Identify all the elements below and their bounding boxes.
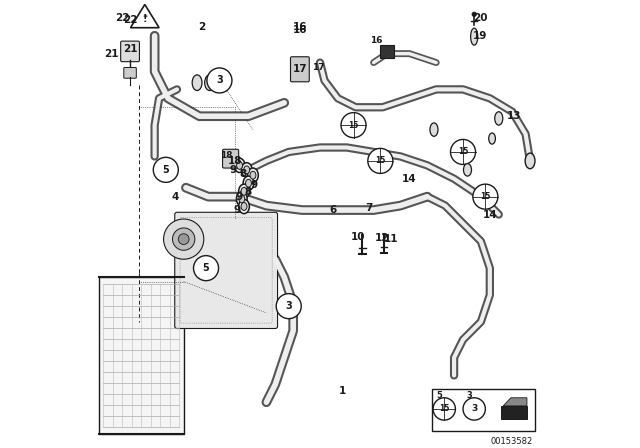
- Text: 4: 4: [171, 192, 179, 202]
- Text: 16: 16: [370, 36, 382, 45]
- Circle shape: [154, 157, 179, 182]
- FancyBboxPatch shape: [223, 149, 239, 168]
- Text: 22: 22: [115, 13, 129, 23]
- Ellipse shape: [243, 176, 254, 190]
- Text: 16: 16: [292, 22, 307, 32]
- Text: 15: 15: [439, 405, 449, 414]
- Text: 9: 9: [250, 181, 257, 190]
- Text: 9: 9: [229, 165, 236, 175]
- Text: 3: 3: [467, 391, 472, 400]
- Text: 5: 5: [436, 391, 442, 400]
- Circle shape: [193, 256, 218, 281]
- Text: !: !: [143, 14, 147, 24]
- Ellipse shape: [495, 112, 503, 125]
- Ellipse shape: [430, 123, 438, 136]
- Text: 3: 3: [216, 75, 223, 86]
- Ellipse shape: [237, 161, 243, 169]
- Text: 00153582: 00153582: [490, 437, 532, 446]
- Text: 12: 12: [374, 233, 389, 243]
- Text: 17: 17: [292, 64, 307, 74]
- Ellipse shape: [205, 75, 214, 90]
- Text: 15: 15: [458, 147, 468, 156]
- Text: 21: 21: [104, 49, 119, 59]
- Text: 9: 9: [234, 205, 241, 215]
- Polygon shape: [503, 398, 527, 406]
- Text: 3: 3: [471, 405, 477, 414]
- Ellipse shape: [239, 184, 250, 198]
- Ellipse shape: [463, 164, 472, 176]
- FancyBboxPatch shape: [175, 212, 278, 328]
- Ellipse shape: [525, 153, 535, 169]
- Text: 14: 14: [402, 174, 417, 184]
- Ellipse shape: [248, 168, 259, 182]
- Text: 13: 13: [507, 111, 522, 121]
- Text: 11: 11: [384, 234, 399, 244]
- FancyBboxPatch shape: [124, 68, 136, 78]
- Text: 8: 8: [239, 169, 247, 179]
- Text: 9: 9: [236, 192, 243, 202]
- Circle shape: [341, 112, 366, 138]
- FancyBboxPatch shape: [380, 45, 394, 58]
- Text: 18: 18: [220, 151, 232, 160]
- Text: 15: 15: [480, 192, 490, 201]
- Circle shape: [433, 398, 456, 420]
- Ellipse shape: [489, 133, 495, 144]
- Circle shape: [463, 398, 485, 420]
- Circle shape: [451, 139, 476, 164]
- Text: 10: 10: [351, 232, 365, 242]
- FancyBboxPatch shape: [432, 389, 534, 431]
- FancyBboxPatch shape: [99, 277, 184, 434]
- Ellipse shape: [234, 158, 245, 172]
- Text: 1: 1: [339, 386, 346, 396]
- FancyBboxPatch shape: [121, 41, 140, 62]
- Ellipse shape: [246, 179, 252, 187]
- Circle shape: [472, 12, 476, 17]
- Text: 3: 3: [285, 301, 292, 311]
- Text: 18: 18: [228, 156, 243, 166]
- Ellipse shape: [241, 187, 247, 195]
- Ellipse shape: [239, 195, 244, 203]
- Circle shape: [473, 184, 498, 209]
- Text: 2: 2: [198, 22, 205, 32]
- Text: 22: 22: [123, 15, 138, 25]
- Circle shape: [207, 68, 232, 93]
- Text: 20: 20: [473, 13, 487, 23]
- Text: 19: 19: [473, 31, 487, 41]
- Ellipse shape: [236, 192, 247, 206]
- Ellipse shape: [241, 163, 252, 177]
- Circle shape: [368, 148, 393, 173]
- Ellipse shape: [250, 171, 256, 179]
- Polygon shape: [131, 4, 159, 28]
- FancyBboxPatch shape: [291, 57, 309, 82]
- Circle shape: [179, 234, 189, 245]
- Circle shape: [164, 219, 204, 259]
- Text: 5: 5: [203, 263, 209, 273]
- FancyBboxPatch shape: [501, 406, 527, 419]
- Ellipse shape: [239, 199, 250, 214]
- Text: 15: 15: [348, 121, 358, 129]
- Text: 21: 21: [123, 44, 138, 54]
- Text: 16: 16: [292, 26, 307, 35]
- Ellipse shape: [192, 75, 202, 90]
- Ellipse shape: [244, 166, 250, 174]
- Text: 14: 14: [483, 210, 497, 220]
- Text: 5: 5: [163, 165, 169, 175]
- Text: 8: 8: [244, 187, 252, 197]
- Text: 17: 17: [312, 63, 325, 72]
- Text: 15: 15: [375, 156, 385, 165]
- Ellipse shape: [241, 202, 247, 211]
- Circle shape: [173, 228, 195, 250]
- Text: ≈: ≈: [143, 13, 148, 18]
- Ellipse shape: [470, 28, 478, 45]
- Circle shape: [276, 293, 301, 319]
- Text: 7: 7: [365, 203, 373, 213]
- Text: 6: 6: [330, 205, 337, 215]
